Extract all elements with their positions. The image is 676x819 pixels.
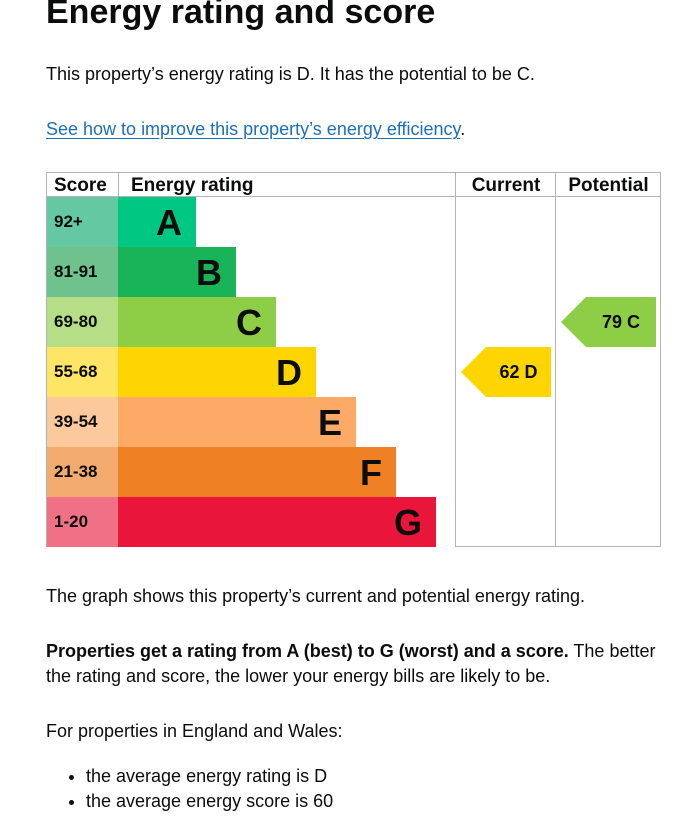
rating-letter-c: C <box>236 302 262 343</box>
rating-bar-g <box>118 497 436 547</box>
score-cell-a <box>46 197 118 247</box>
rating-letter-b: B <box>196 252 222 293</box>
page-heading: Energy rating and score <box>46 0 436 31</box>
rating-letter-d: D <box>276 352 302 393</box>
header-potential: Potential <box>568 175 648 196</box>
region-intro: For properties in England and Wales: <box>46 721 343 741</box>
score-cell-b <box>46 247 118 297</box>
rating-bar-e <box>118 397 356 447</box>
rating-bar-b <box>118 247 236 297</box>
rating-bar-d <box>118 347 316 397</box>
graph-caption: The graph shows this property’s current … <box>46 586 585 606</box>
current-rating-label: 62 D <box>499 362 537 382</box>
score-label-a: 92+ <box>54 212 83 231</box>
rating-bar-a <box>118 197 196 247</box>
improve-paragraph: See how to improve this property’s energ… <box>46 117 465 142</box>
link-suffix: . <box>460 119 466 139</box>
score-cell-f <box>46 447 118 497</box>
ratings-explainer-bold: Properties get a rating from A (best) to… <box>46 641 569 661</box>
rating-letter-a: A <box>156 202 182 243</box>
potential-rating-label: 79 C <box>602 312 640 332</box>
rating-letter-g: G <box>394 502 422 543</box>
rating-bar-f <box>118 447 396 497</box>
average-facts-list: the average energy rating is D the avera… <box>46 764 333 814</box>
header-current: Current <box>472 175 541 196</box>
rating-letter-e: E <box>318 402 342 443</box>
score-label-b: 81-91 <box>54 262 97 281</box>
score-label-d: 55-68 <box>54 362 97 381</box>
fact-average-rating: the average energy rating is D <box>86 764 333 789</box>
fact-average-score: the average energy score is 60 <box>86 789 333 814</box>
improve-efficiency-link[interactable]: See how to improve this property’s energ… <box>46 119 461 139</box>
energy-rating-svg: 92+ A 81-91 B 69-80 C 55-68 D 39-54 E 21-38 F 1-20 G S… <box>46 172 661 547</box>
score-cell-g <box>46 497 118 547</box>
rating-bar-c <box>118 297 276 347</box>
header-score: Score <box>54 175 107 196</box>
potential-arrow <box>561 297 656 347</box>
energy-rating-chart: 92+ A 81-91 B 69-80 C 55-68 D 39-54 E 21-38 F 1-20 G S… <box>46 172 661 547</box>
rating-summary: This property’s energy rating is D. It h… <box>46 64 535 84</box>
rating-letter-f: F <box>360 452 382 493</box>
score-label-c: 69-80 <box>54 312 97 331</box>
score-label-f: 21-38 <box>54 462 97 481</box>
ratings-explainer-rest: The better the rating and score, the low… <box>46 641 656 686</box>
score-label-e: 39-54 <box>54 412 98 431</box>
score-cell-d <box>46 347 118 397</box>
score-cell-c <box>46 297 118 347</box>
ratings-explainer: Properties get a rating from A (best) to… <box>46 639 661 689</box>
header-energy-rating: Energy rating <box>131 175 253 196</box>
current-arrow <box>461 347 551 397</box>
score-label-g: 1-20 <box>54 512 88 531</box>
score-cell-e <box>46 397 118 447</box>
